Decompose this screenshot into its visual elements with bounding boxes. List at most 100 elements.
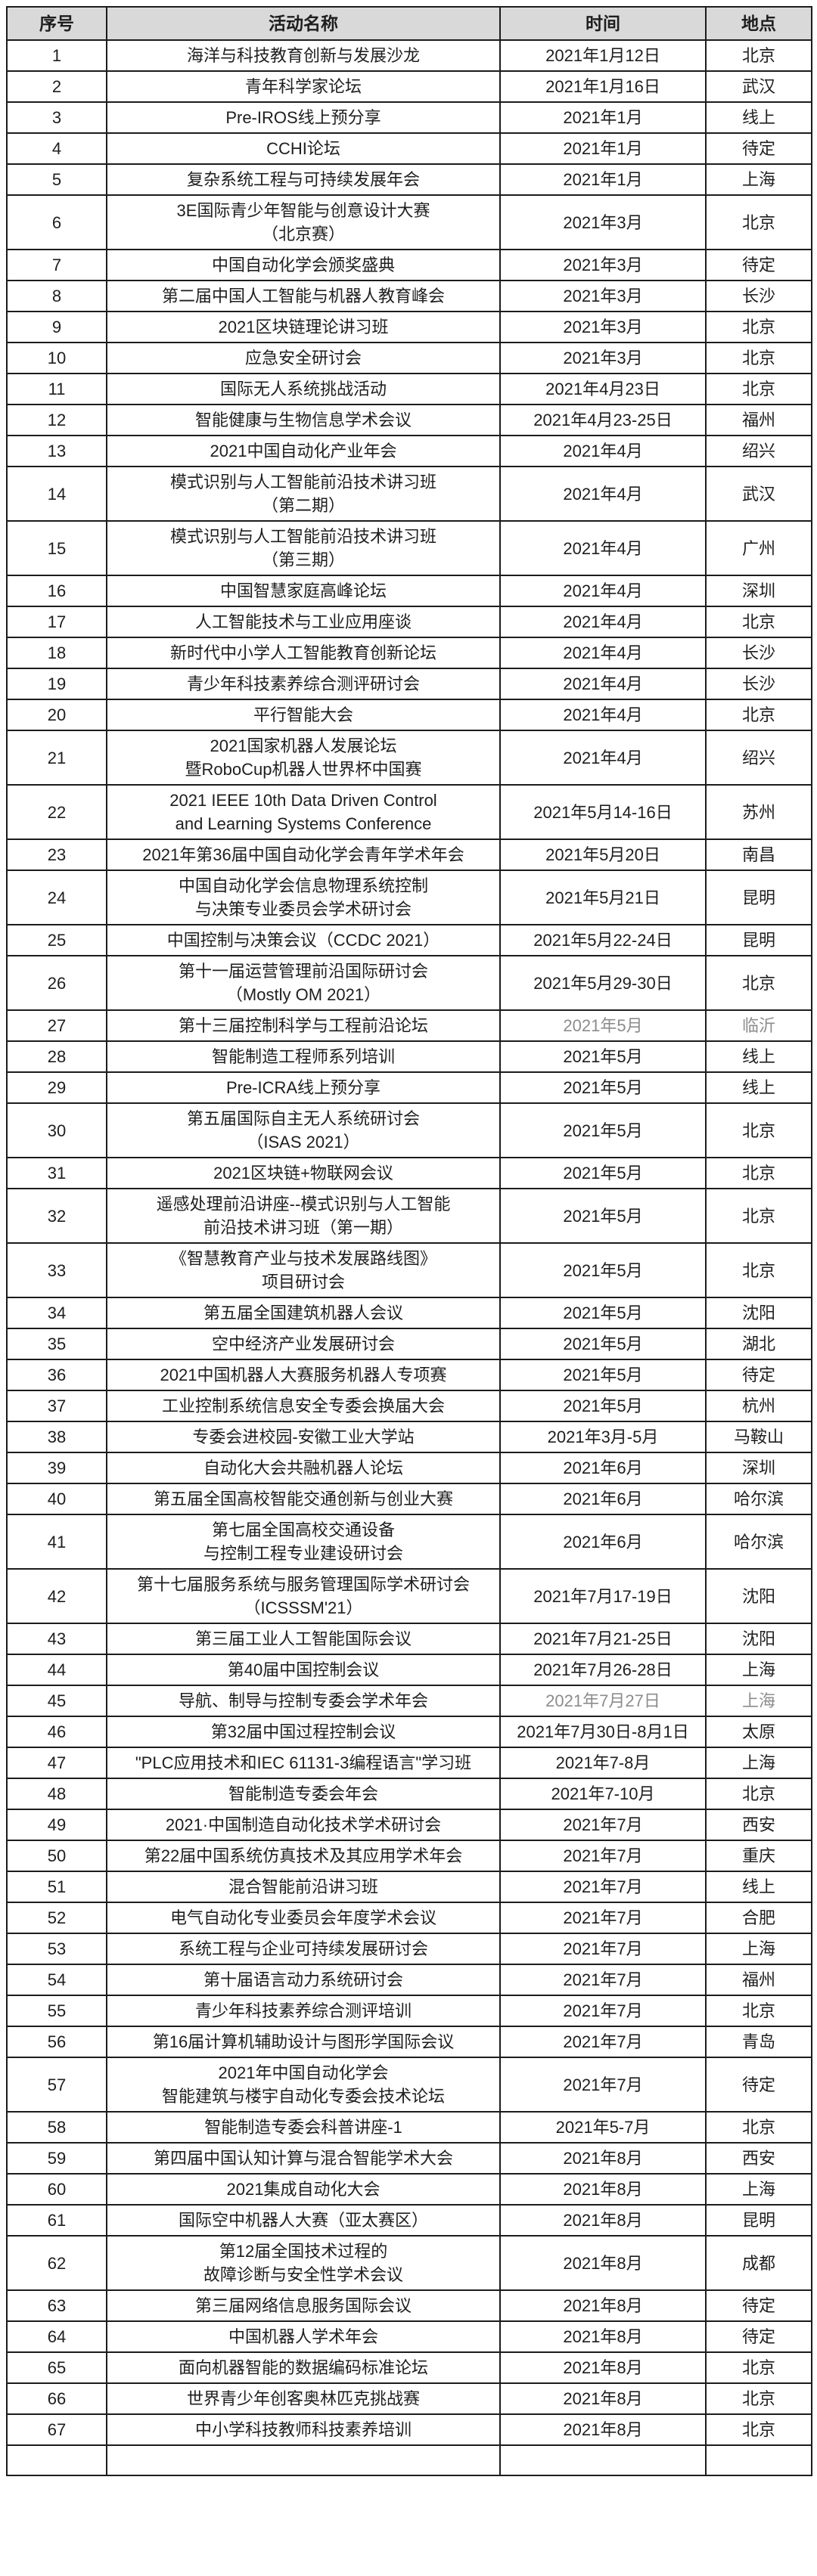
event-time-cell: 2021年7月30日-8月1日 (499, 1716, 707, 1748)
event-place-cell: 北京 (705, 2111, 812, 2144)
event-name-cell: 工业控制系统信息安全专委会换届大会 (106, 1390, 501, 1422)
row-index-cell: 61 (6, 2204, 107, 2237)
event-time-cell: 2021年4月 (499, 575, 707, 607)
event-time-cell: 2021年7月 (499, 1809, 707, 1841)
event-place-cell: 昆明 (705, 2204, 812, 2237)
event-place-cell: 北京 (705, 955, 812, 1011)
event-name-cell: 模式识别与人工智能前沿技术讲习班 （第二期） (106, 466, 501, 522)
event-place-cell: 成都 (705, 2235, 812, 2291)
row-index-cell: 57 (6, 2057, 107, 2113)
event-name-cell: 人工智能技术与工业应用座谈 (106, 606, 501, 638)
event-name-cell: 2021集成自动化大会 (106, 2173, 501, 2206)
row-index-cell: 63 (6, 2289, 107, 2322)
table-row: 45 导航、制导与控制专委会学术年会 2021年7月27日 上海 (6, 1685, 812, 1717)
event-place-cell: 青岛 (705, 2026, 812, 2058)
event-time-cell: 2021年5月 (499, 1040, 707, 1073)
event-name-cell: 青少年科技素养综合测评培训 (106, 1995, 501, 2027)
event-place-cell: 待定 (705, 132, 812, 165)
event-place-cell: 哈尔滨 (705, 1514, 812, 1570)
row-index-cell: 1 (6, 39, 107, 72)
event-place-cell: 绍兴 (705, 730, 812, 786)
event-time-cell: 2021年4月 (499, 699, 707, 731)
table-row: 20 平行智能大会 2021年4月 北京 (6, 699, 812, 731)
event-name-cell: 第五届国际自主无人系统研讨会 （ISAS 2021） (106, 1102, 501, 1158)
event-time-cell: 2021年8月 (499, 2235, 707, 2291)
table-row: 13 2021中国自动化产业年会 2021年4月 绍兴 (6, 435, 812, 467)
row-index-cell: 35 (6, 1328, 107, 1360)
event-place-cell: 长沙 (705, 637, 812, 669)
row-index-cell: 15 (6, 520, 107, 576)
table-row: 11 国际无人系统挑战活动 2021年4月23日 北京 (6, 373, 812, 405)
event-name-cell: 青年科学家论坛 (106, 70, 501, 103)
event-name-cell: Pre-IROS线上预分享 (106, 101, 501, 134)
event-name-cell: 第十七届服务系统与服务管理国际学术研讨会 （ICSSSM'21） (106, 1568, 501, 1624)
event-name-cell: 第三届工业人工智能国际会议 (106, 1623, 501, 1655)
event-time-cell: 2021年4月 (499, 466, 707, 522)
event-time-cell: 2021年1月16日 (499, 70, 707, 103)
event-place-cell: 临沂 (705, 1009, 812, 1042)
header-row: 序号 活动名称 时间 地点 (6, 6, 812, 41)
event-name-cell: 系统工程与企业可持续发展研讨会 (106, 1933, 501, 1965)
event-time-cell: 2021年4月 (499, 637, 707, 669)
row-index-cell: 66 (6, 2382, 107, 2415)
event-name-cell: 新时代中小学人工智能教育创新论坛 (106, 637, 501, 669)
event-place-cell: 北京 (705, 373, 812, 405)
row-index-cell: 64 (6, 2320, 107, 2353)
event-name-cell: 2021区块链+物联网会议 (106, 1157, 501, 1189)
row-index-cell: 55 (6, 1995, 107, 2027)
row-index-cell: 60 (6, 2173, 107, 2206)
event-name-cell: 应急安全研讨会 (106, 342, 501, 374)
table-row: 23 2021年第36届中国自动化学会青年学术年会 2021年5月20日 南昌 (6, 839, 812, 871)
row-index-cell: 43 (6, 1623, 107, 1655)
event-name-cell: CCHI论坛 (106, 132, 501, 165)
row-index-cell: 34 (6, 1297, 107, 1329)
table-row: 12 智能健康与生物信息学术会议 2021年4月23-25日 福州 (6, 404, 812, 436)
row-index-cell: 47 (6, 1747, 107, 1779)
row-index-cell: 26 (6, 955, 107, 1011)
event-time-cell: 2021年3月 (499, 280, 707, 312)
row-index-cell: 46 (6, 1716, 107, 1748)
event-time-cell: 2021年7月21-25日 (499, 1623, 707, 1655)
event-place-cell: 长沙 (705, 280, 812, 312)
event-place-cell: 武汉 (705, 70, 812, 103)
event-time-cell: 2021年4月23日 (499, 373, 707, 405)
event-name-cell: 面向机器智能的数据编码标准论坛 (106, 2351, 501, 2384)
event-name-cell: 海洋与科技教育创新与发展沙龙 (106, 39, 501, 72)
event-time-cell: 2021年4月23-25日 (499, 404, 707, 436)
event-place-cell: 上海 (705, 163, 812, 196)
table-row: 55 青少年科技素养综合测评培训 2021年7月 北京 (6, 1995, 812, 2027)
table-row: 60 2021集成自动化大会 2021年8月 上海 (6, 2173, 812, 2206)
event-time-cell: 2021年5月 (499, 1359, 707, 1391)
table-row: 61 国际空中机器人大赛（亚太赛区） 2021年8月 昆明 (6, 2204, 812, 2237)
event-time-cell: 2021年5月 (499, 1188, 707, 1244)
event-place-cell: 上海 (705, 1685, 812, 1717)
table-row: 50 第22届中国系统仿真技术及其应用学术年会 2021年7月 重庆 (6, 1840, 812, 1872)
row-index-cell: 19 (6, 668, 107, 700)
event-place-cell: 广州 (705, 520, 812, 576)
event-place-cell: 哈尔滨 (705, 1483, 812, 1515)
event-name-cell: 第40届中国控制会议 (106, 1654, 501, 1686)
event-time-cell: 2021年4月 (499, 606, 707, 638)
event-name-cell: 3E国际青少年智能与创意设计大赛 （北京赛） (106, 194, 501, 250)
event-place-cell: 待定 (705, 249, 812, 281)
event-name-cell: 青少年科技素养综合测评研讨会 (106, 668, 501, 700)
table-row: 33 《智慧教育产业与技术发展路线图》 项目研讨会 2021年5月 北京 (6, 1242, 812, 1298)
event-name-cell: 第十届语言动力系统研讨会 (106, 1964, 501, 1996)
event-place-cell: 北京 (705, 2382, 812, 2415)
row-index-cell: 52 (6, 1902, 107, 1934)
row-index-cell: 2 (6, 70, 107, 103)
event-place-cell: 北京 (705, 342, 812, 374)
table-row: 35 空中经济产业发展研讨会 2021年5月 湖北 (6, 1328, 812, 1360)
table-row: 58 智能制造专委会科普讲座-1 2021年5-7月 北京 (6, 2111, 812, 2144)
row-index-cell: 31 (6, 1157, 107, 1189)
event-place-cell: 苏州 (705, 784, 812, 840)
table-row: 4 CCHI论坛 2021年1月 待定 (6, 132, 812, 165)
empty-cell (106, 2444, 501, 2476)
table-row: 38 专委会进校园-安徽工业大学站 2021年3月-5月 马鞍山 (6, 1421, 812, 1453)
table-row: 47 "PLC应用技术和IEC 61131-3编程语言"学习班 2021年7-8月上… (6, 1747, 812, 1779)
event-name-cell: 智能制造工程师系列培训 (106, 1040, 501, 1073)
empty-cell (499, 2444, 707, 2476)
row-index-cell: 51 (6, 1871, 107, 1903)
row-index-cell: 17 (6, 606, 107, 638)
table-row: 53 系统工程与企业可持续发展研讨会 2021年7月 上海 (6, 1933, 812, 1965)
